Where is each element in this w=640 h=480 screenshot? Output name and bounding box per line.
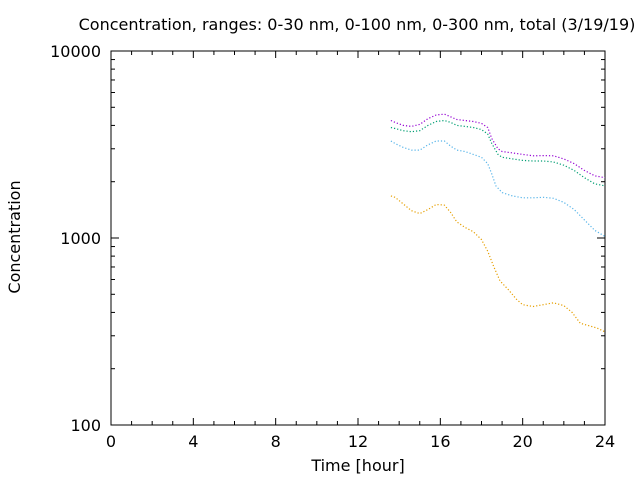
plot-frame [110, 50, 606, 426]
y-tick-label: 100 [70, 416, 101, 435]
y-tick-label: 1000 [60, 229, 101, 248]
y-axis-label: Concentration [5, 180, 24, 293]
x-tick-label: 8 [271, 432, 281, 451]
series-group [390, 113, 606, 333]
series-line-4 [390, 113, 606, 179]
x-tick-label: 0 [106, 432, 116, 451]
x-axis-label: Time [hour] [310, 456, 404, 475]
x-tick-label: 4 [188, 432, 198, 451]
x-tick-label: 24 [595, 432, 615, 451]
series-line-3 [390, 119, 606, 187]
axis-ticks: 0 4 8 12 16 20 24 100 1000 10000 [50, 42, 615, 451]
y-tick-label: 10000 [50, 42, 101, 61]
series-line-1 [390, 195, 606, 333]
chart-title: Concentration, ranges: 0-30 nm, 0-100 nm… [79, 15, 636, 34]
x-tick-label: 12 [348, 432, 368, 451]
x-tick-label: 20 [512, 432, 532, 451]
x-tick-label: 16 [430, 432, 450, 451]
series-line-2 [390, 140, 606, 237]
